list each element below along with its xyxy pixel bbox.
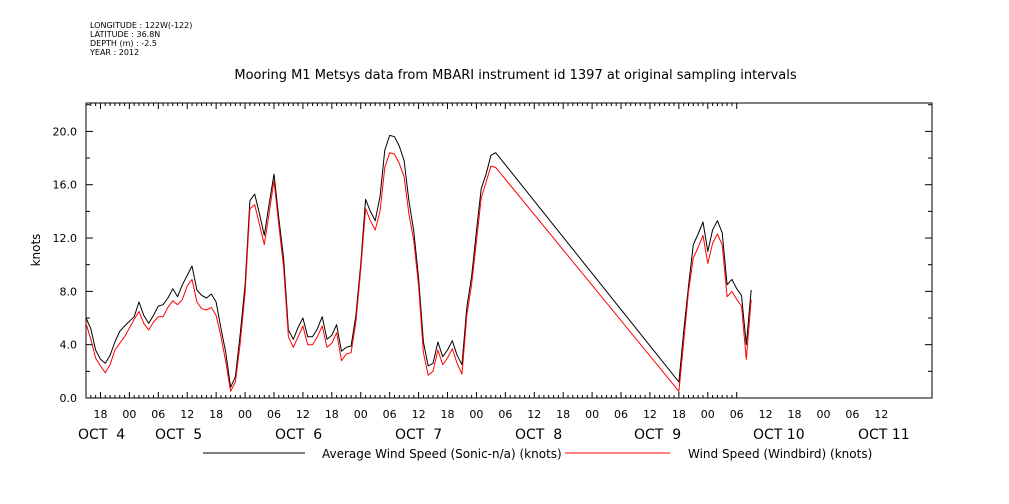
y-tick-label: 12.0 [53, 232, 78, 245]
day-label: OCT 5 [155, 427, 202, 443]
x-tick-label: 12 [527, 408, 541, 421]
series-line-2 [85, 152, 752, 392]
day-label: OCT 9 [634, 427, 681, 443]
x-tick-label: 18 [672, 408, 686, 421]
x-tick-label: 00 [354, 408, 368, 421]
x-tick-label: 00 [585, 408, 599, 421]
metadata-block: LONGITUDE : 122W(-122) LATITUDE : 36.8N … [90, 21, 192, 57]
x-tick-label: 06 [845, 408, 859, 421]
x-tick-label: 18 [556, 408, 570, 421]
x-tick-label: 12 [412, 408, 426, 421]
x-tick-label: 06 [267, 408, 281, 421]
y-tick-label: 0.0 [60, 392, 78, 405]
y-tick-label: 4.0 [60, 339, 78, 352]
x-tick-label: 00 [122, 408, 136, 421]
y-tick-labels: 0.0 4.0 8.0 12.0 16.0 20.0 [53, 125, 78, 405]
longitude-label: LONGITUDE : 122W(-122) [90, 21, 193, 30]
legend: Average Wind Speed (Sonic-n/a) (knots) W… [203, 447, 872, 461]
x-tick-label: 18 [93, 408, 107, 421]
legend-label-series-1: Average Wind Speed (Sonic-n/a) (knots) [322, 447, 562, 461]
latitude-label: LATITUDE : 36.8N [90, 30, 161, 39]
chart-title: Mooring M1 Metsys data from MBARI instru… [234, 68, 797, 83]
day-label: OCT 10 [753, 427, 805, 443]
x-tick-label: 06 [498, 408, 512, 421]
axis-ticks [85, 103, 932, 399]
x-tick-label: 18 [209, 408, 223, 421]
x-tick-label: 06 [614, 408, 628, 421]
x-tick-label: 00 [701, 408, 715, 421]
day-labels: OCT 4 OCT 5 OCT 6 OCT 7 OCT 8 OCT 9 OCT 10 OCT … [78, 427, 910, 443]
x-tick-label: 06 [383, 408, 397, 421]
day-label: OCT 11 [858, 427, 910, 443]
day-label: OCT 6 [275, 427, 322, 443]
x-tick-label: 00 [238, 408, 252, 421]
x-tick-label: 12 [643, 408, 657, 421]
x-tick-label: 18 [325, 408, 339, 421]
x-tick-label: 06 [151, 408, 165, 421]
x-tick-label: 00 [469, 408, 483, 421]
x-tick-label: 06 [730, 408, 744, 421]
legend-label-series-2: Wind Speed (Windbird) (knots) [688, 447, 872, 461]
x-tick-label: 12 [759, 408, 773, 421]
y-tick-label: 16.0 [53, 179, 78, 192]
y-axis-label: knots [29, 234, 43, 267]
y-tick-label: 20.0 [53, 125, 78, 138]
x-tick-label: 18 [441, 408, 455, 421]
y-tick-label: 8.0 [60, 285, 78, 298]
x-tick-label: 18 [788, 408, 802, 421]
x-tick-label: 00 [816, 408, 830, 421]
year-label: YEAR : 2012 [90, 48, 140, 57]
x-tick-label: 12 [874, 408, 888, 421]
depth-label: DEPTH (m) : -2.5 [90, 39, 157, 48]
plot-frame [85, 102, 933, 399]
day-label: OCT 8 [515, 427, 562, 443]
series-line-1 [85, 134, 752, 388]
x-tick-labels: 18 00 06 12 18 00 06 12 18 00 06 12 18 00 06 12 18 00 06 12… [93, 408, 888, 421]
series-layer [85, 134, 752, 392]
x-tick-label: 12 [180, 408, 194, 421]
x-tick-label: 12 [296, 408, 310, 421]
day-label: OCT 4 [78, 427, 125, 443]
day-label: OCT 7 [395, 427, 442, 443]
